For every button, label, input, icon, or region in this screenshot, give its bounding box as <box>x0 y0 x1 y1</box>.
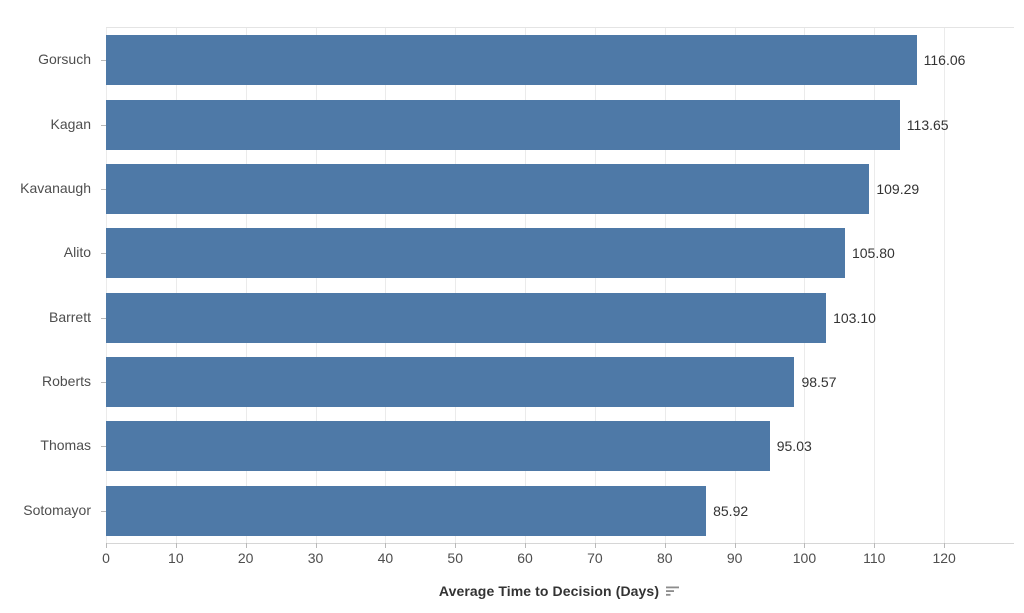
bar-value-label: 116.06 <box>923 52 966 69</box>
bar[interactable] <box>106 35 917 86</box>
bar-value-label: 105.80 <box>851 245 895 262</box>
x-axis-tick-label: 80 <box>656 550 673 566</box>
gridline <box>944 28 946 543</box>
x-axis-tick <box>944 543 946 548</box>
y-axis-tick <box>101 253 106 255</box>
x-axis-tick-label: 70 <box>587 550 603 566</box>
bar-value-label: 103.10 <box>833 309 876 326</box>
x-axis-tick <box>245 543 247 548</box>
bar-value-label: 95.03 <box>776 438 812 455</box>
bar[interactable] <box>106 163 870 214</box>
bar[interactable] <box>106 228 845 279</box>
bar-value-label: 98.57 <box>801 374 837 391</box>
x-axis-tick-label: 110 <box>863 550 886 566</box>
y-axis-tick <box>101 382 106 384</box>
x-axis-tick-label: 40 <box>377 550 394 566</box>
x-axis-tick <box>804 543 806 548</box>
x-axis-tick <box>175 543 177 548</box>
bar-value-label: 113.65 <box>906 116 949 133</box>
category-label[interactable]: Alito <box>63 244 91 261</box>
y-axis-tick <box>101 510 106 512</box>
gridline <box>245 28 247 543</box>
bar[interactable] <box>106 357 795 408</box>
y-axis-tick <box>101 446 106 448</box>
category-label[interactable]: Thomas <box>40 437 91 454</box>
gridline <box>874 28 876 543</box>
category-label[interactable]: Gorsuch <box>38 51 91 68</box>
x-axis-tick <box>455 543 457 548</box>
gridline <box>106 28 107 543</box>
gridline <box>455 28 457 543</box>
y-axis-labels: Gorsuch Kagan Kavanaugh Alito Barrett Roberts… <box>0 27 99 542</box>
x-axis-tick <box>315 543 317 548</box>
gridline <box>315 28 317 543</box>
bar[interactable] <box>106 485 707 536</box>
bar[interactable] <box>106 421 770 472</box>
sort-descending-icon[interactable] <box>666 585 681 597</box>
x-axis-title-row: Average Time to Decision (Days) <box>106 581 1014 601</box>
x-axis-tick-label: 120 <box>932 550 956 566</box>
x-axis-tick-label: 30 <box>307 550 324 566</box>
x-axis-tick <box>594 543 596 548</box>
bar[interactable] <box>106 99 900 150</box>
category-label[interactable]: Roberts <box>41 373 91 390</box>
bar-value-label: 109.29 <box>876 180 920 197</box>
x-axis-tick-label: 0 <box>102 550 110 566</box>
category-label[interactable]: Kagan <box>50 115 91 132</box>
x-axis-tick-label: 100 <box>792 550 817 566</box>
x-axis-title: Average Time to Decision (Days) <box>438 583 660 599</box>
x-axis-tick-label: 10 <box>168 550 184 566</box>
y-axis-tick <box>101 60 106 62</box>
gridline <box>385 28 387 543</box>
gridline <box>525 28 527 543</box>
gridline <box>804 28 806 543</box>
gridline <box>734 28 736 543</box>
y-axis-tick <box>101 188 106 190</box>
gridline <box>594 28 596 543</box>
x-axis-tick-label: 90 <box>726 550 743 566</box>
y-axis-tick <box>101 124 106 126</box>
x-axis-tick <box>734 543 736 548</box>
category-label[interactable]: Sotomayor <box>23 501 91 518</box>
gridline <box>175 28 177 543</box>
plot-area: 116.06 113.65 109.29 105.80 103.10 98.57 95.03… <box>101 27 1014 544</box>
bar[interactable] <box>106 292 827 343</box>
x-axis-tick <box>664 543 666 548</box>
x-axis-tick-label: 60 <box>517 550 533 566</box>
x-axis-tick <box>525 543 527 548</box>
x-axis-tick <box>874 543 876 548</box>
category-label[interactable]: Barrett <box>48 308 91 325</box>
y-axis-tick <box>101 317 106 319</box>
category-label[interactable]: Kavanaugh <box>20 179 91 196</box>
x-axis: 0 10 20 30 40 50 60 70 80 90 100 110 120 <box>102 543 1014 569</box>
x-axis-tick-label: 50 <box>447 550 464 566</box>
bar-value-label: 85.92 <box>713 502 749 519</box>
x-axis-tick <box>385 543 387 548</box>
x-axis-tick <box>106 543 107 548</box>
x-axis-tick-label: 20 <box>237 550 254 566</box>
gridline <box>664 28 666 543</box>
